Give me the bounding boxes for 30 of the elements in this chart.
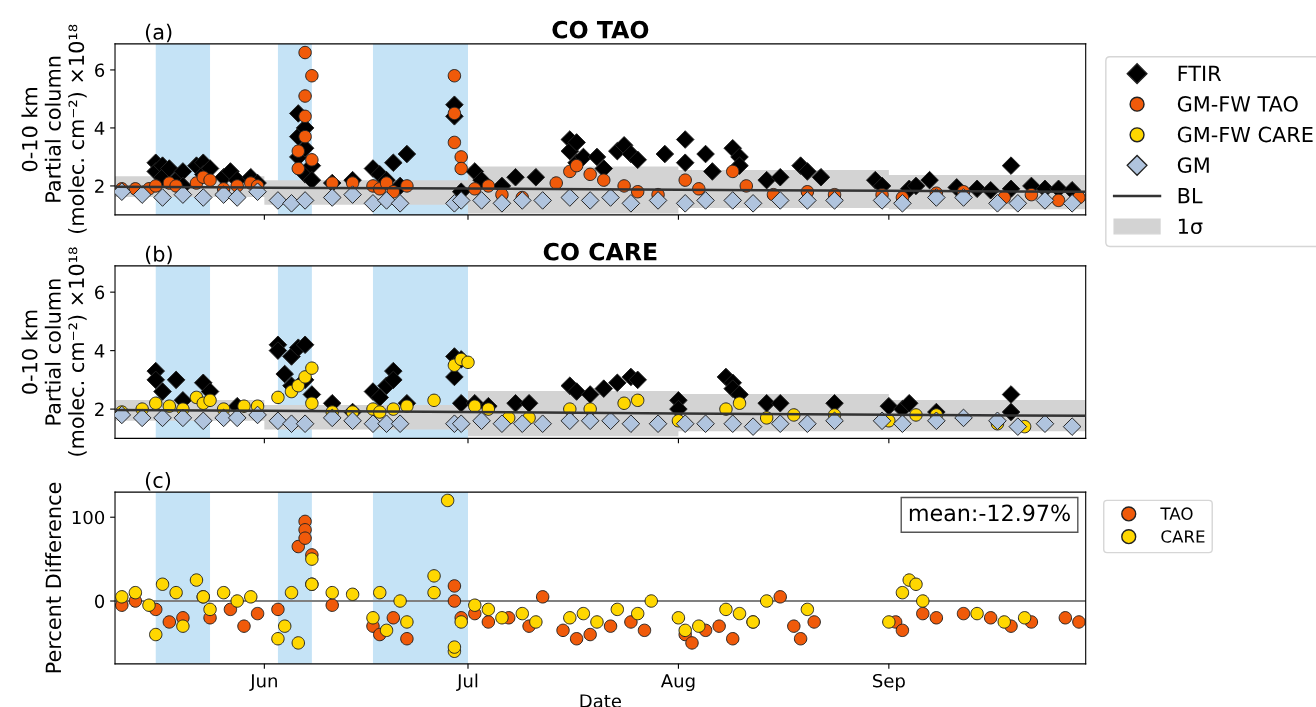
y-tick-label: 4 [94,344,105,358]
annotation: mean:-12.97% [909,504,1070,522]
y-tick-label: 100 [72,510,105,525]
legend-label: BL [1178,188,1203,204]
legend-label: FTIR [1178,65,1222,81]
legend-label: GM-FW TAO [1177,96,1298,112]
y-tick-label: 6 [95,63,105,78]
text: 1σ [1178,218,1203,235]
y-axis-title: 0-10 km Partial column (molec. cm⁻²) ×10¹⁸ [21,247,87,456]
y-tick-label: 2 [95,402,104,416]
y-tick-label: 0 [95,594,105,609]
legend-label: CARE [1161,530,1205,543]
x-tick-label: Aug [660,674,695,692]
y-tick-label: 4 [94,121,105,135]
text: (b) [145,245,172,265]
x-tick-label: Jun [249,674,277,691]
legend-label: GM-FW CARE [1177,126,1313,143]
chart-title: CO TAO [552,20,649,39]
chart-title: CO CARE [543,242,657,261]
y-axis-title: 0-10 km Partial column (molec. cm⁻²) ×10¹⁸ [21,24,87,234]
text: (c) [145,471,171,491]
x-tick-label: Jul [456,673,478,691]
legend-label: TAO [1160,507,1193,520]
legend-label: GM [1177,157,1209,173]
x-axis-title: Date [580,694,621,707]
x-tick-label: Sep [873,673,905,692]
y-tick-label: 6 [95,285,105,300]
text: (a) [145,23,172,43]
y-tick-label: 2 [95,179,104,193]
y-axis-title: Percent Difference [45,482,62,673]
